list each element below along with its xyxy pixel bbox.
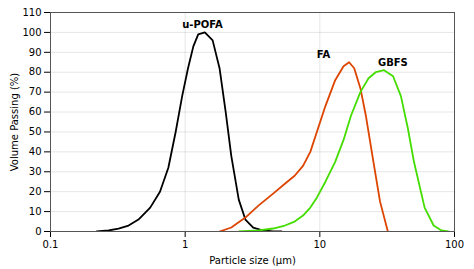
svg-text:40: 40	[29, 146, 42, 157]
svg-text:60: 60	[29, 106, 42, 117]
svg-text:100: 100	[22, 27, 41, 38]
svg-text:100: 100	[445, 239, 464, 250]
svg-text:10: 10	[29, 206, 42, 217]
svg-text:u-POFA: u-POFA	[182, 19, 223, 30]
svg-text:90: 90	[29, 47, 42, 58]
svg-text:FA: FA	[317, 49, 331, 60]
svg-text:70: 70	[29, 86, 42, 97]
svg-text:Particle size (μm): Particle size (μm)	[209, 255, 296, 266]
svg-text:GBFS: GBFS	[378, 57, 408, 68]
svg-text:10: 10	[313, 239, 326, 250]
svg-text:30: 30	[29, 166, 42, 177]
svg-text:0.1: 0.1	[43, 239, 59, 250]
svg-text:Volume Passing (%): Volume Passing (%)	[9, 73, 20, 172]
svg-text:110: 110	[22, 7, 41, 18]
svg-text:0: 0	[35, 226, 41, 237]
svg-text:50: 50	[29, 126, 42, 137]
svg-text:20: 20	[29, 186, 42, 197]
svg-text:80: 80	[29, 66, 42, 77]
svg-text:1: 1	[182, 239, 188, 250]
